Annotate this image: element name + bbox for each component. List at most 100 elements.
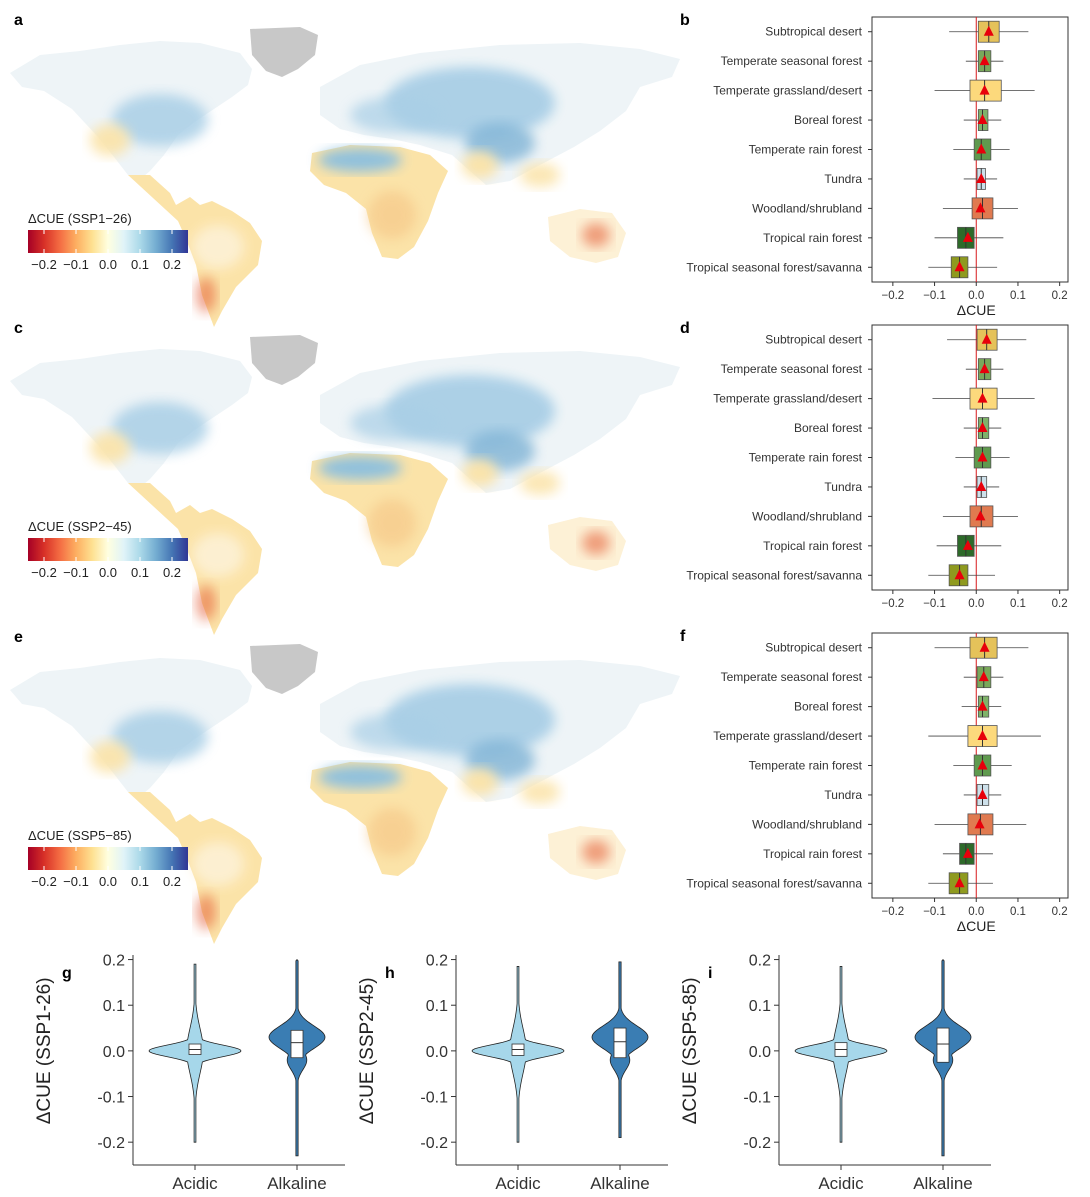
panel-label: i [708,965,712,982]
violin-layer: g 0.2 0.1 0.0 -0.1 -0.2 ΔCUE (SSP1-26) Acidic Al… [34,953,991,1193]
mean-marker [975,510,986,521]
mean-marker [978,671,989,682]
category-label: Temperate rain forest [749,143,863,157]
violin-box [613,1027,627,1059]
category-label: Tundra [824,172,862,186]
southeast-asia-region [520,780,560,804]
mean-marker [977,730,988,741]
colorbar-tick-label: 0.0 [99,565,117,580]
category-label: Temperate grassland/desert [713,392,862,406]
north-america-blue-region [112,711,208,763]
x-tick-label: Alkaline [913,1174,973,1193]
patagonia-dry-region [196,585,216,621]
y-axis-title: ΔCUE (SSP2-45) [357,977,378,1124]
x-tick-label: Acidic [818,1174,864,1193]
category-label: Subtropical desert [765,333,862,347]
patagonia-dry-region [196,277,216,313]
panel-label: b [680,12,690,29]
sahara-blue-region [318,765,402,789]
category-label: Tropical seasonal forest/savanna [686,260,862,274]
x-tick-label: Alkaline [267,1174,327,1193]
colorbar-tick-label: 0.1 [131,565,149,580]
y-tick-label: 0.1 [103,998,125,1015]
x-tick-label: 0.0 [968,598,984,610]
india-dry-region [462,459,498,487]
x-axis-title: ΔCUE [957,302,996,318]
y-tick-label: 0.0 [749,1044,771,1061]
colorbar-tick-label: −0.2 [31,874,57,889]
europe-blue-region [350,405,440,441]
colorbar [28,538,188,561]
india-dry-region [462,151,498,179]
mean-marker [979,641,990,652]
boxplot-panel-f: f Subtropical desert Temperate seasonal fo… [680,628,1069,934]
greenland-shape [250,644,318,694]
y-axis-title: ΔCUE (SSP1-26) [34,977,55,1124]
southern-africa-region [368,808,416,856]
category-label: Temperate grassland/desert [713,729,862,743]
x-tick-label: Alkaline [590,1174,650,1193]
colorbar-tick-label: −0.2 [31,257,57,272]
x-tick-label: 0.1 [1010,906,1026,918]
map-panel-e: e ΔCUE (SSP5−85) −0.2 −0.1 0.0 0.1 0.2 [10,629,680,948]
patagonia-dry-region [196,894,216,930]
mean-marker [954,877,965,888]
y-tick-label: 0.2 [426,953,448,970]
y-tick-label: 0.1 [749,998,771,1015]
x-tick-label: 0.1 [1010,290,1026,302]
panel-label: f [680,628,686,645]
colorbar [28,230,188,253]
southeast-asia-region [520,471,560,495]
australia-dry-region [582,531,610,555]
category-label: Boreal forest [794,113,863,127]
colorbar-tick-label: 0.0 [99,874,117,889]
category-label: Boreal forest [794,421,863,435]
x-tick-label: −0.2 [881,598,904,610]
north-america-west-dry-region [90,741,130,773]
x-tick-label: −0.1 [923,598,946,610]
mean-marker [981,333,992,344]
x-tick-label: 0.2 [1052,290,1068,302]
category-label: Tropical seasonal forest/savanna [686,568,862,582]
y-tick-label: -0.1 [743,1090,771,1107]
colorbar-title: ΔCUE (SSP2−45) [28,519,132,534]
europe-blue-region [350,97,440,133]
category-label: Subtropical desert [765,641,862,655]
category-label: Woodland/shrubland [752,817,862,831]
greenland-shape [250,335,318,385]
category-label: Tundra [824,788,862,802]
x-tick-label: 0.2 [1052,906,1068,918]
boxplot-panel-d: d Subtropical desert Temperate seasonal fo… [680,320,1069,610]
map-panel-c: c ΔCUE (SSP2−45) −0.2 −0.1 0.0 0.1 0.2 [10,320,680,639]
category-label: Temperate rain forest [749,451,863,465]
colorbar [28,847,188,870]
north-america-west-dry-region [90,124,130,156]
violin-panel-h: h 0.2 0.1 0.0 -0.1 -0.2 ΔCUE (SSP2-45) Acidic Al… [357,953,668,1193]
mean-marker [974,818,985,829]
violin-panel-g: g 0.2 0.1 0.0 -0.1 -0.2 ΔCUE (SSP1-26) Acidic Al… [34,953,345,1193]
southeast-asia-region [520,163,560,187]
colorbar-tick-label: 0.1 [131,874,149,889]
boxplot-panel-b: b Subtropical desert Temperate seasonal fo… [680,12,1069,318]
mean-marker [975,202,986,213]
panel-label: c [14,320,23,337]
colorbar-tick-label: 0.2 [163,257,181,272]
australia-dry-region [582,223,610,247]
southern-africa-region [368,191,416,239]
colorbar-tick-label: 0.0 [99,257,117,272]
mean-marker [977,759,988,770]
mean-marker [976,172,987,183]
category-label: Tropical rain forest [763,539,863,553]
mean-marker [977,392,988,403]
panel-label: a [14,12,23,29]
colorbar-tick-label: 0.1 [131,257,149,272]
category-label: Tropical rain forest [763,231,863,245]
mean-marker [979,55,990,66]
y-axis-title: ΔCUE (SSP5-85) [680,977,701,1124]
colorbar-tick-label: −0.1 [63,565,89,580]
mean-marker [979,363,990,374]
x-tick-label: −0.2 [881,906,904,918]
y-tick-label: 0.2 [103,953,125,970]
mean-marker [983,25,994,36]
